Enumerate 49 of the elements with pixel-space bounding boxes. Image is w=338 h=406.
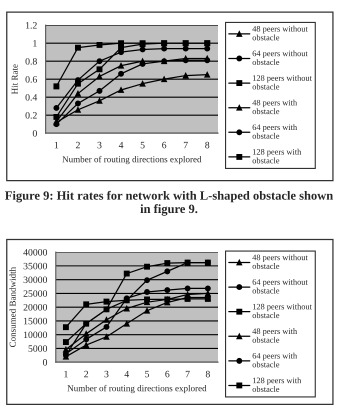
x-tick-label: 4	[118, 142, 124, 148]
legend-label: 128 peers with obstacle	[252, 377, 302, 392]
y-tick-label: 40000	[23, 249, 48, 256]
y-tick-label: 0	[42, 359, 48, 366]
y-axis-title: Consumed Bandwidth	[9, 267, 16, 348]
y-tick-label: 0	[32, 130, 37, 137]
y-tick-label: 10000	[24, 332, 48, 338]
y-tick-label: 5000	[28, 345, 48, 352]
legend-label: 48 peers without obstacle	[252, 26, 308, 40]
x-tick-label: 7	[184, 142, 188, 148]
x-tick-label: 8	[205, 142, 210, 148]
x-tick-label: 8	[206, 370, 210, 378]
y-tick-label: 35000	[24, 262, 48, 270]
y-tick-label: 1	[33, 40, 37, 47]
legend-label: 64 peers without obstacle	[252, 50, 308, 65]
x-tick-label: 6	[165, 370, 170, 378]
y-tick-label: 0.4	[26, 94, 38, 101]
x-tick-label: 1	[54, 142, 58, 148]
x-tick-label: 2	[84, 370, 88, 378]
legend-label: 64 peers with obstacle	[252, 124, 298, 139]
x-tick-label: 3	[104, 370, 109, 378]
y-tick-label: 25000	[24, 290, 48, 297]
x-axis-title: Number of routing directions explored	[67, 384, 206, 394]
y-tick-label: 20000	[24, 304, 48, 311]
legend-label: 128 peers with obstacle	[252, 148, 302, 164]
y-tick-label: 30000	[24, 276, 48, 284]
legend-label: 48 peers with obstacle	[252, 328, 298, 343]
y-tick-label: 1.2	[26, 22, 37, 29]
legend-label: 64 peers without obstacle	[252, 278, 308, 294]
x-tick-label: 7	[186, 370, 190, 378]
x-tick-label: 6	[162, 142, 166, 148]
x-tick-label: 3	[98, 142, 102, 148]
y-tick-label: 0.8	[26, 58, 37, 65]
x-tick-label: 2	[76, 142, 80, 148]
x-tick-label: 5	[145, 370, 150, 378]
legend-label: 128 peers without obstacle	[252, 304, 312, 318]
y-axis-title: Hit Rate	[12, 64, 18, 94]
x-tick-label: 5	[140, 142, 145, 148]
legend-label: 64 peers with obstacle	[252, 352, 298, 368]
legend-label: 128 peers without obstacle	[252, 74, 312, 90]
y-tick-label: 0.2	[26, 112, 37, 119]
legend-label: 48 peers with obstacle	[252, 100, 298, 114]
y-tick-label: 15000	[24, 318, 48, 324]
x-tick-label: 4	[124, 370, 130, 378]
legend-label: 48 peers without obstacle	[252, 254, 308, 269]
caption: Figure 9: Hit rates for network with L-shaped obstacle shown in figure 9.	[5, 190, 333, 216]
y-tick-label: 0.6	[26, 76, 38, 83]
x-axis-title: Number of routing directions explored	[62, 156, 202, 164]
x-tick-label: 1	[64, 370, 68, 378]
